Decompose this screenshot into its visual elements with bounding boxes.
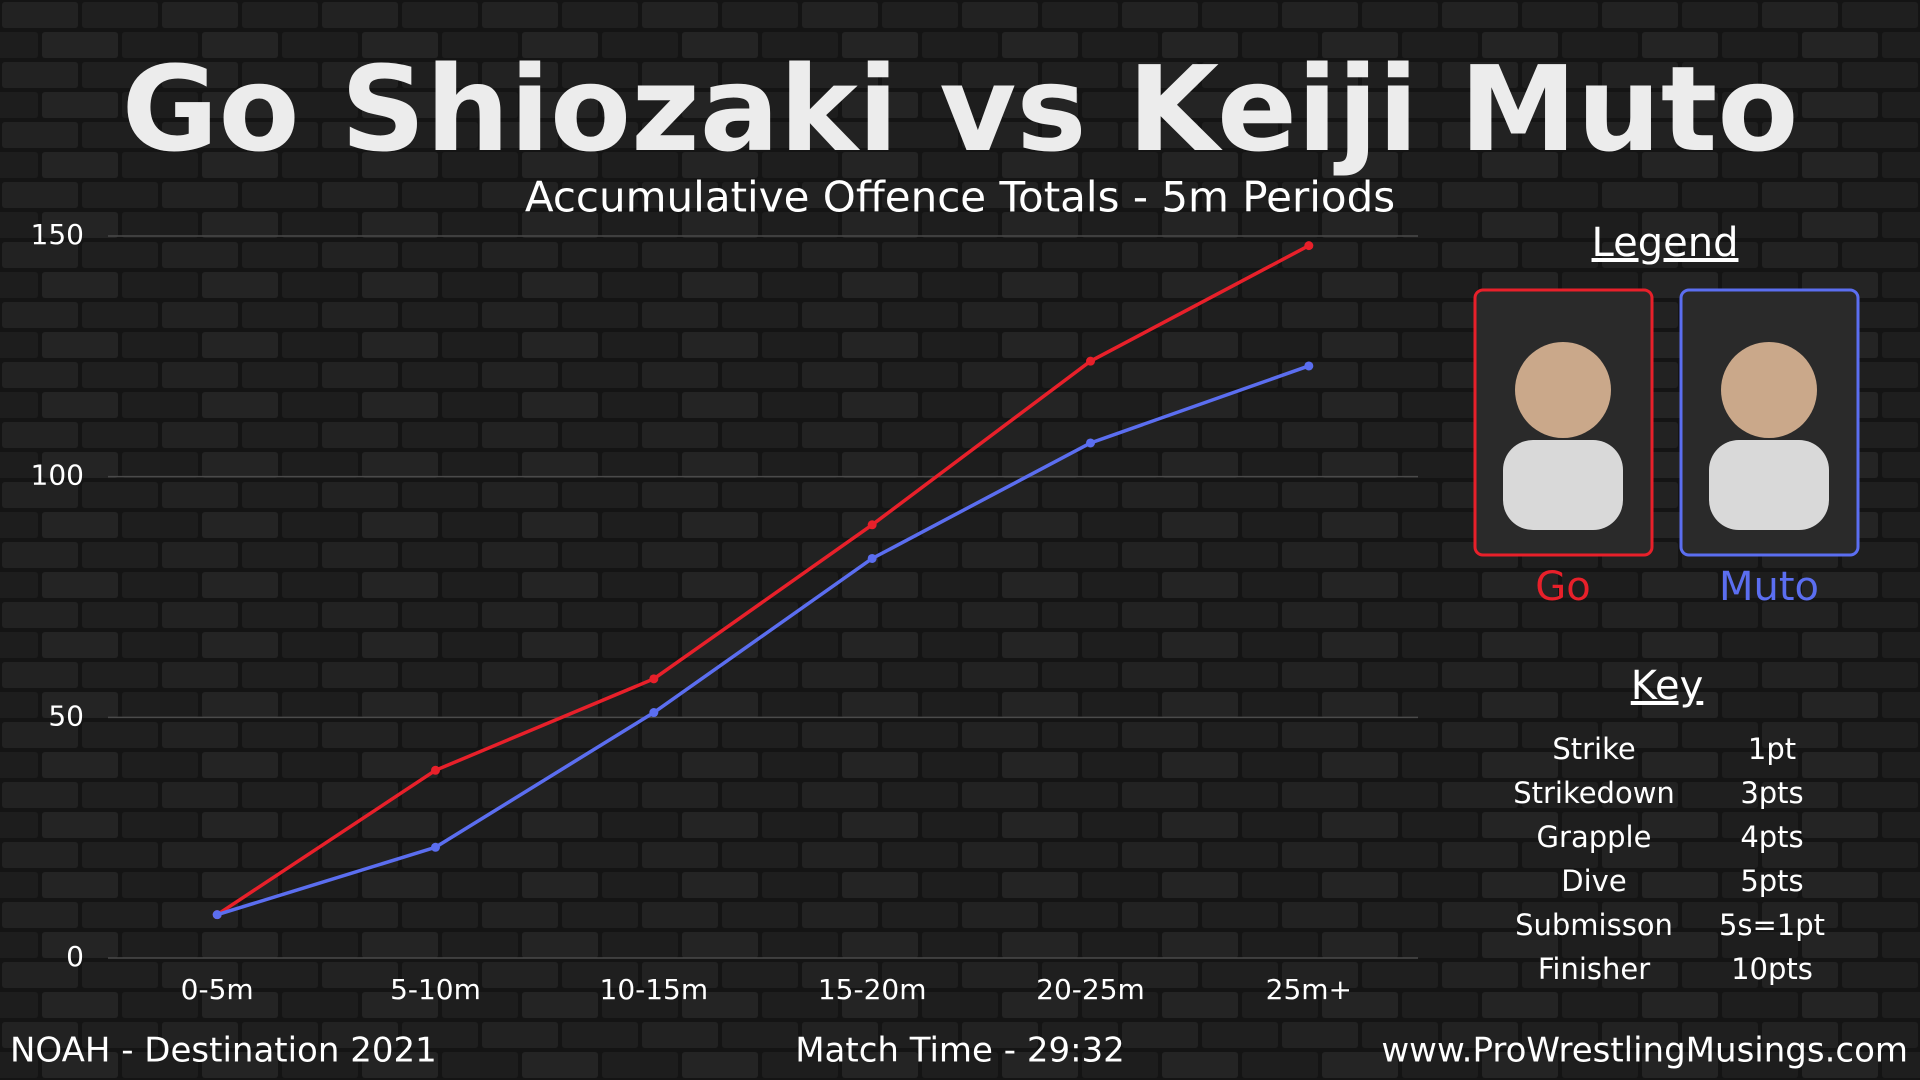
x-tick-label: 10-15m: [600, 973, 709, 1006]
y-tick-label: 150: [31, 218, 84, 251]
footer-left: NOAH - Destination 2021: [10, 1031, 437, 1071]
data-point: [1086, 438, 1095, 448]
legend-portrait: [1515, 342, 1611, 438]
data-point: [867, 553, 877, 563]
data-point: [431, 842, 440, 852]
legend-label: Go: [1535, 564, 1590, 610]
key-move: Strike: [1552, 732, 1635, 766]
data-point: [867, 520, 877, 530]
y-tick-label: 0: [66, 940, 84, 973]
key-move: Submisson: [1515, 908, 1673, 942]
data-point: [649, 708, 659, 718]
key-move: Grapple: [1537, 820, 1652, 854]
key-points: 5pts: [1740, 864, 1803, 898]
chart-title: Go Shiozaki vs Keiji Muto: [122, 40, 1799, 178]
legend-label: Muto: [1719, 564, 1819, 610]
key-move: Finisher: [1538, 952, 1650, 986]
x-tick-label: 15-20m: [818, 973, 927, 1006]
data-point: [1086, 356, 1095, 366]
series-line: [216, 364, 1310, 917]
x-tick-label: 0-5m: [181, 973, 254, 1006]
series-line: [216, 244, 1310, 917]
x-tick-label: 20-25m: [1036, 973, 1145, 1006]
legend-title: Legend: [1592, 220, 1739, 266]
data-point: [212, 910, 222, 920]
footer-center: Match Time - 29:32: [795, 1031, 1125, 1071]
legend-portrait-body: [1709, 440, 1829, 530]
key-move: Dive: [1561, 864, 1626, 898]
data-point: [1304, 361, 1314, 371]
x-tick-label: 5-10m: [390, 973, 481, 1006]
x-tick-label: 25m+: [1266, 973, 1352, 1006]
key-points: 5s=1pt: [1719, 908, 1825, 942]
key-move: Strikedown: [1513, 776, 1675, 810]
y-tick-label: 50: [48, 699, 84, 732]
chart-subtitle: Accumulative Offence Totals - 5m Periods: [525, 173, 1395, 222]
legend-portrait-body: [1503, 440, 1623, 530]
data-point: [1304, 241, 1314, 251]
legend-portrait: [1721, 342, 1817, 438]
y-tick-label: 100: [31, 459, 84, 492]
key-points: 10pts: [1731, 952, 1813, 986]
key-points: 1pt: [1748, 732, 1796, 766]
data-point: [431, 765, 440, 775]
data-point: [649, 674, 659, 684]
key-title: Key: [1631, 663, 1704, 709]
footer-right: www.ProWrestlingMusings.com: [1381, 1031, 1908, 1071]
key-points: 3pts: [1740, 776, 1803, 810]
key-points: 4pts: [1740, 820, 1803, 854]
